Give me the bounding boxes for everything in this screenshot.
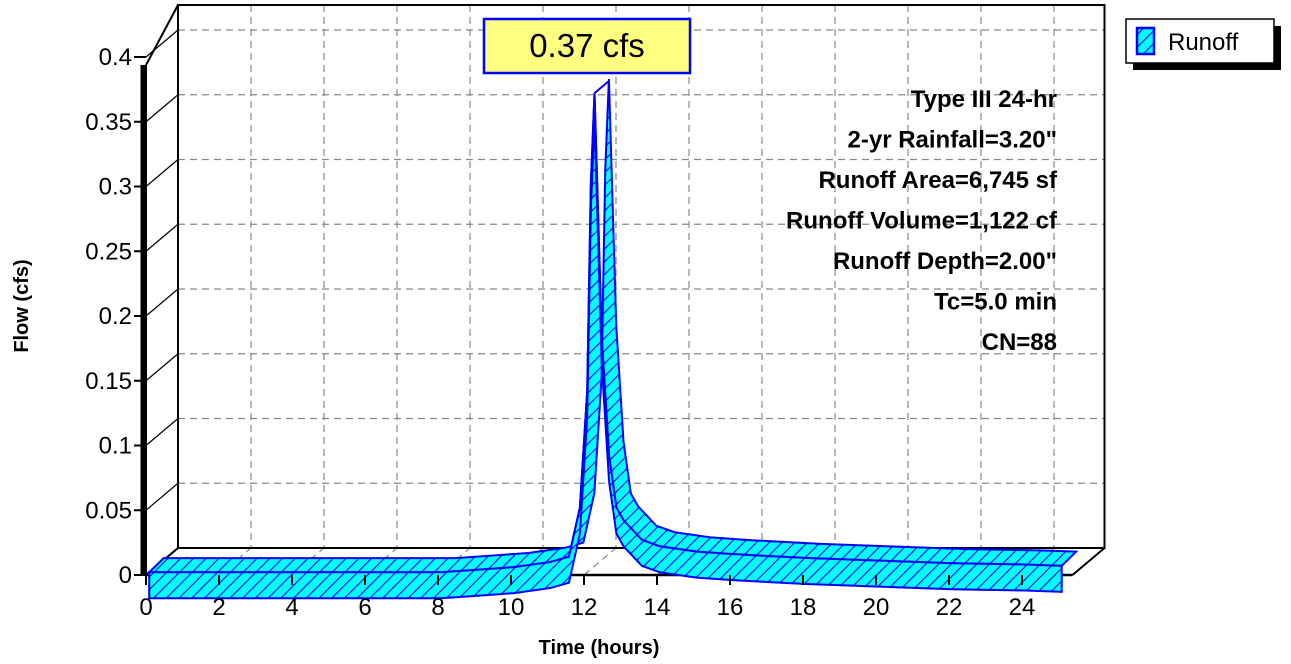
x-tick-label-3: 6 <box>358 594 371 621</box>
depth-tick-y-4 <box>145 288 179 317</box>
x-tick-label-2: 4 <box>285 594 298 621</box>
y-axis-title: Flow (cfs) <box>11 259 33 352</box>
x-tick-label-1: 2 <box>212 594 225 621</box>
peak-callout-box <box>482 17 692 75</box>
x-tick-label-12: 24 <box>1009 594 1036 621</box>
parameter-line-1: 2-yr Rainfall=3.20" <box>848 127 1057 154</box>
y-tick-label-2: 0.1 <box>99 433 132 460</box>
x-tick-label-5: 10 <box>498 594 525 621</box>
x-tick-label-4: 8 <box>431 594 444 621</box>
parameter-line-5: Tc=5.0 min <box>934 289 1057 316</box>
x-tick-label-6: 12 <box>571 594 598 621</box>
y-tick-label-5: 0.25 <box>85 238 132 265</box>
y-tick-label-1: 0.05 <box>85 497 132 524</box>
depth-tick-y-3 <box>145 353 179 382</box>
axis-ticks: 00.050.10.150.20.250.30.350.40 2 4 6 8 10 12 14… <box>85 44 1035 621</box>
peak-label: 0.37 cfs <box>529 27 645 64</box>
legend-swatch <box>1135 26 1156 56</box>
depth-tick-y-1 <box>145 482 179 511</box>
legend-label: Runoff <box>1168 29 1239 56</box>
runoff-peak-edge <box>593 80 610 94</box>
parameter-line-6: CN=88 <box>982 329 1057 356</box>
parameter-line-4: Runoff Depth=2.00" <box>833 248 1057 275</box>
depth-tick-y-6 <box>145 159 179 187</box>
floor-right-edge <box>1071 547 1106 576</box>
parameter-line-3: Runoff Volume=1,122 cf <box>786 208 1058 235</box>
x-tick-label-8: 16 <box>717 594 744 621</box>
x-tick-label-7: 14 <box>644 594 671 621</box>
left-wall <box>145 4 179 578</box>
y-tick-label-4: 0.2 <box>99 303 132 330</box>
x-tick-label-9: 18 <box>790 594 817 621</box>
runoff-ribbon-face <box>148 93 1063 600</box>
x-axis-title: Time (hours) <box>539 637 660 659</box>
parameter-line-2: Runoff Area=6,745 sf <box>818 167 1058 194</box>
hydrograph-parameters: Type III 24-hr 2-yr Rainfall=3.20" Runoff … <box>786 86 1058 356</box>
legend: Runoff <box>1125 18 1281 70</box>
x-tick-label-11: 22 <box>936 594 963 621</box>
runoff-series <box>146 78 1079 600</box>
floor-gridline-x-6 <box>583 547 617 576</box>
depth-tick-y-8 <box>145 29 179 58</box>
depth-tick-y-5 <box>145 223 179 252</box>
y-tick-label-6: 0.3 <box>99 174 132 201</box>
depth-tick-y-7 <box>145 94 179 123</box>
parameter-line-0: Type III 24-hr <box>911 86 1057 113</box>
x-tick-label-0: 0 <box>139 594 152 621</box>
y-tick-label-0: 0 <box>119 562 132 589</box>
y-tick-label-7: 0.35 <box>85 109 132 136</box>
y-tick-label-8: 0.4 <box>99 44 132 71</box>
y-tick-label-3: 0.15 <box>85 368 132 395</box>
peak-callout: 0.37 cfs <box>482 17 692 75</box>
depth-tick-y-2 <box>145 418 179 446</box>
x-tick-label-10: 20 <box>863 594 890 621</box>
